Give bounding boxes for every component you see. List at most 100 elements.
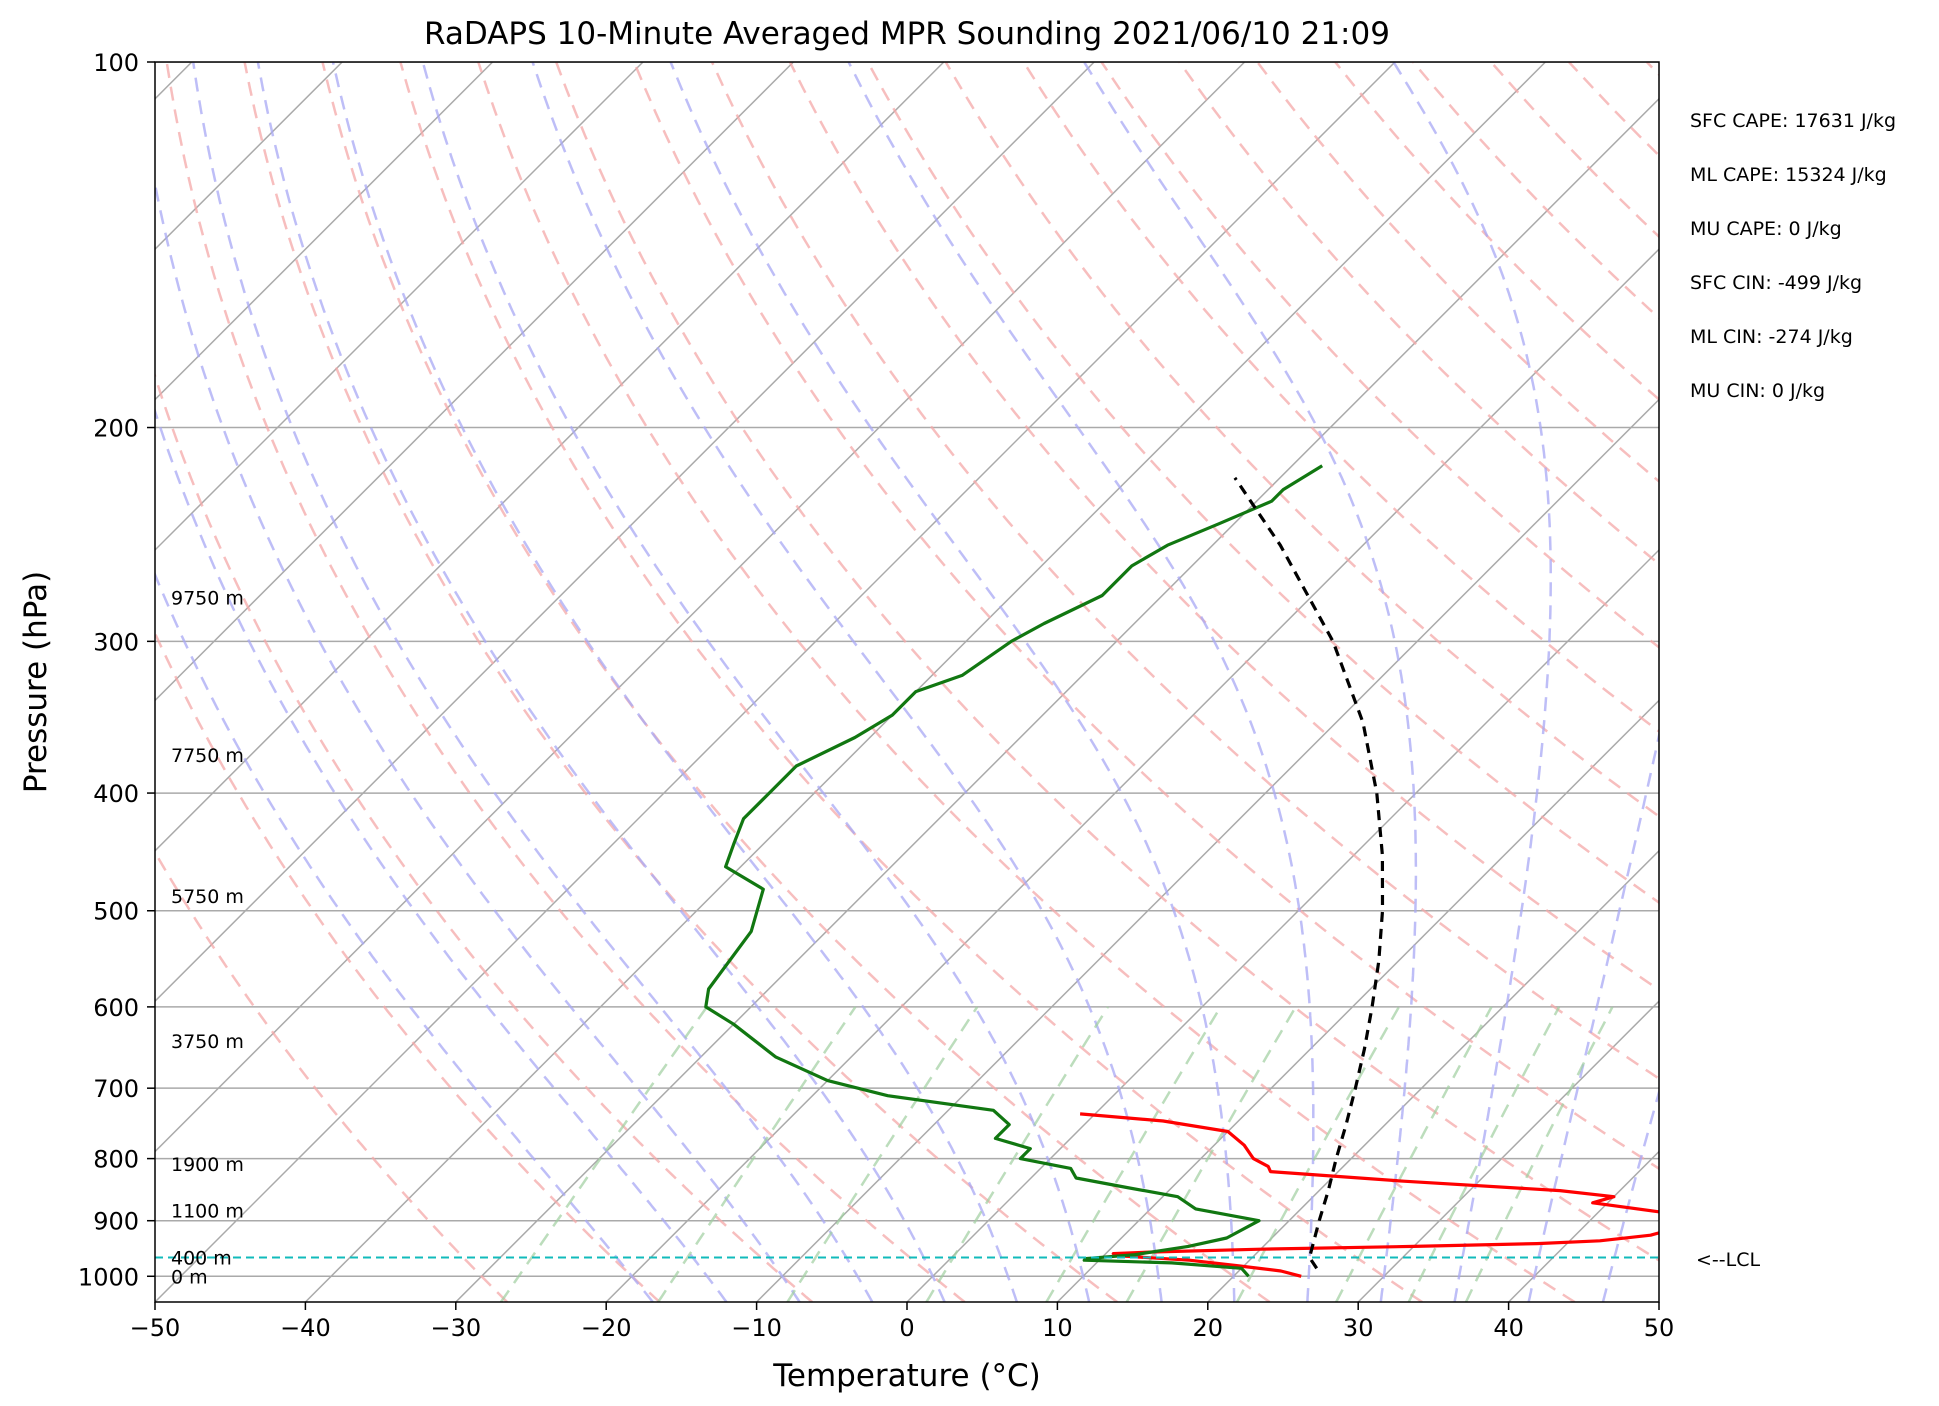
moist-adiabat-line bbox=[531, 62, 1163, 1302]
height-label: 5750 m bbox=[171, 886, 244, 908]
isotherm-line bbox=[605, 248, 1659, 1302]
isotherm-line bbox=[155, 62, 794, 702]
x-axis-label: Temperature (°C) bbox=[772, 1358, 1041, 1394]
x-tick-label: −30 bbox=[430, 1314, 481, 1342]
y-tick-label: 400 bbox=[93, 780, 139, 808]
height-label: 3750 m bbox=[171, 1031, 244, 1053]
isotherm-line bbox=[1207, 849, 1659, 1302]
dry-adiabat-line bbox=[1725, 62, 1939, 1302]
dry-adiabat-line bbox=[866, 62, 1659, 905]
mixing-ratio-line bbox=[1125, 1006, 1297, 1302]
dry-adiabat-line bbox=[555, 62, 1659, 1262]
dry-adiabat-line bbox=[321, 62, 1271, 1302]
moist-adiabat-line bbox=[155, 571, 654, 1302]
mixing-ratio-line bbox=[499, 1006, 708, 1302]
dry-adiabat-line bbox=[1645, 62, 1659, 77]
dry-adiabat-line bbox=[632, 62, 1659, 1171]
y-axis-label: Pressure (hPa) bbox=[18, 571, 54, 793]
dry-adiabat-line bbox=[243, 62, 1118, 1302]
isotherm-line bbox=[155, 62, 1396, 1302]
x-tick-label: −50 bbox=[130, 1314, 181, 1342]
dry-adiabat-line bbox=[710, 62, 1659, 1081]
moist-adiabat-line bbox=[331, 62, 1019, 1302]
y-tick-label: 1000 bbox=[78, 1263, 139, 1291]
dry-adiabat-line bbox=[1567, 62, 1659, 158]
dry-adiabat-line bbox=[1178, 62, 1659, 566]
isotherm-line bbox=[155, 62, 945, 852]
dry-adiabat-line bbox=[1022, 62, 1659, 733]
moist-adiabat-line bbox=[1601, 1087, 1659, 1302]
dry-adiabat-line bbox=[399, 62, 1423, 1302]
moist-adiabat-line bbox=[1083, 62, 1418, 1302]
moist-adiabat-line bbox=[1392, 62, 1552, 1302]
isotherm-line bbox=[1508, 1150, 1659, 1302]
height-label: 7750 m bbox=[171, 745, 244, 767]
x-tick-label: 40 bbox=[1493, 1314, 1524, 1342]
isotherm-line bbox=[1357, 1000, 1659, 1302]
moist-adiabat-line bbox=[155, 177, 801, 1302]
isotherm-line bbox=[756, 398, 1659, 1302]
isotherm-line bbox=[906, 548, 1659, 1302]
dewpoint-line bbox=[704, 464, 1324, 1278]
isotherm-line bbox=[1809, 62, 1939, 1302]
x-tick-label: −20 bbox=[581, 1314, 632, 1342]
y-tick-label: 500 bbox=[93, 898, 139, 926]
y-tick-label: 900 bbox=[93, 1208, 139, 1236]
moist-adiabat-line bbox=[155, 407, 728, 1302]
x-tick-label: 20 bbox=[1193, 1314, 1224, 1342]
mixing-ratio-line bbox=[657, 1006, 857, 1302]
grid-layer bbox=[155, 62, 1939, 1302]
dry-adiabat-line bbox=[944, 62, 1659, 819]
isotherm-line bbox=[1056, 699, 1659, 1302]
mixing-ratio-line bbox=[1407, 1006, 1561, 1302]
height-label: 0 m bbox=[171, 1266, 208, 1288]
y-tick-label: 700 bbox=[93, 1075, 139, 1103]
axis-layer: −50 −40 −30 −20 −10 0 10 20 30 40 50 100 200 300 400 50… bbox=[78, 49, 1674, 1342]
lcl-label: <--LCL bbox=[1696, 1249, 1760, 1271]
y-tick-label: 300 bbox=[93, 628, 139, 656]
x-tick-label: 30 bbox=[1343, 1314, 1374, 1342]
moist-adiabat-line bbox=[1678, 62, 1939, 1302]
dry-adiabat-line bbox=[477, 62, 1576, 1302]
dry-adiabat-line bbox=[155, 630, 661, 1302]
moist-adiabat-line bbox=[421, 62, 1091, 1302]
moist-adiabat-line bbox=[191, 62, 874, 1302]
dry-adiabat-line bbox=[155, 849, 508, 1302]
mixing-ratio-line bbox=[1335, 1006, 1493, 1302]
dry-adiabat-line bbox=[155, 371, 814, 1302]
x-tick-label: −40 bbox=[280, 1314, 331, 1342]
isotherm-line bbox=[155, 62, 1246, 1153]
moist-adiabat-line bbox=[1527, 729, 1659, 1302]
ml-cin-text: ML CIN: -274 J/kg bbox=[1690, 326, 1853, 348]
height-label: 1100 m bbox=[171, 1201, 244, 1223]
mu-cape-text: MU CAPE: 0 J/kg bbox=[1690, 218, 1842, 240]
x-tick-label: 50 bbox=[1644, 1314, 1675, 1342]
sfc-cape-text: SFC CAPE: 17631 J/kg bbox=[1690, 110, 1897, 132]
moist-adiabat-line bbox=[256, 62, 946, 1302]
x-tick-label: 0 bbox=[899, 1314, 914, 1342]
y-tick-label: 200 bbox=[93, 415, 139, 443]
dry-adiabat-line bbox=[788, 62, 1659, 992]
isotherm-line bbox=[155, 62, 644, 552]
x-tick-label: −10 bbox=[731, 1314, 782, 1342]
mixing-ratio-line bbox=[786, 1006, 979, 1302]
height-label: 400 m bbox=[171, 1247, 232, 1269]
mu-cin-text: MU CIN: 0 J/kg bbox=[1690, 380, 1826, 402]
x-tick-label: 10 bbox=[1042, 1314, 1073, 1342]
isotherm-line bbox=[1658, 1300, 1659, 1302]
moist-adiabat-line bbox=[847, 62, 1315, 1302]
isotherm-line bbox=[155, 62, 1095, 1003]
mixing-ratio-line bbox=[1464, 1006, 1614, 1302]
chart-title: RaDAPS 10-Minute Averaged MPR Sounding 2… bbox=[424, 16, 1390, 52]
mixing-ratio-line bbox=[1045, 1006, 1222, 1302]
sfc-cin-text: SFC CIN: -499 J/kg bbox=[1690, 272, 1863, 294]
y-tick-label: 800 bbox=[93, 1146, 139, 1174]
y-tick-label: 100 bbox=[93, 49, 139, 77]
isotherm-line bbox=[455, 97, 1659, 1302]
y-tick-label: 600 bbox=[93, 994, 139, 1022]
mixing-ratio-line bbox=[925, 1006, 1109, 1302]
isotherm-line bbox=[304, 62, 1546, 1302]
moist-adiabat-line bbox=[669, 62, 1236, 1302]
